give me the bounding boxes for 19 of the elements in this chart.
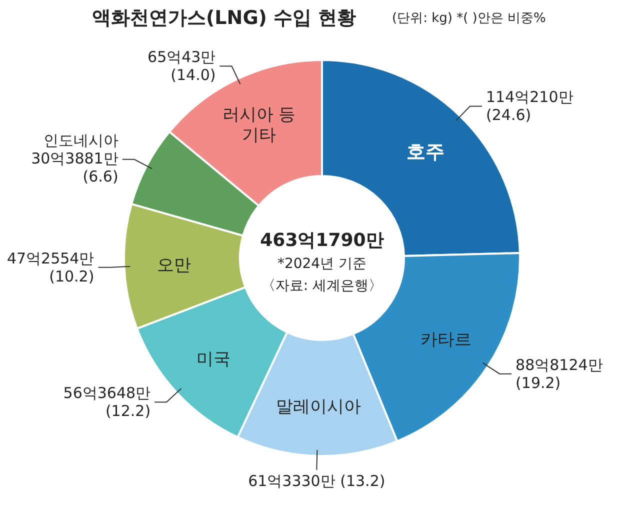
slice-label: 러시아 등 기타 <box>222 105 296 146</box>
slice-label: 호주 <box>406 141 444 164</box>
chart-title: 액화천연가스(LNG) 수입 현황 <box>92 7 356 29</box>
slice-label: 카타르 <box>420 330 472 350</box>
slice-label: 인도네시아 <box>43 131 118 150</box>
data-label: 88억8124만 (19.2) <box>516 356 603 392</box>
text: *2024년 기준 <box>277 256 367 272</box>
data-label: 65억43만 (14.0) <box>148 48 216 84</box>
chart-subtitle: (단위: kg) *( )안은 비중% <box>392 11 546 26</box>
slice-label: 말레이시아 <box>276 396 361 417</box>
data-label: 114억210만 (24.6) <box>486 88 574 124</box>
data-label: 30억3881만 (6.6) <box>31 149 118 186</box>
slice-label: 미국 <box>196 350 230 370</box>
text: 〈자료: 세계은행〉 <box>261 278 383 294</box>
data-label: 56억3648만 (12.2) <box>63 384 151 420</box>
data-label: 61억3330만 (13.2) <box>248 472 386 490</box>
text: 463억1790만 <box>260 230 384 251</box>
slice-label: 오만 <box>157 256 192 276</box>
data-label: 47억2554만 (10.2) <box>6 249 94 286</box>
